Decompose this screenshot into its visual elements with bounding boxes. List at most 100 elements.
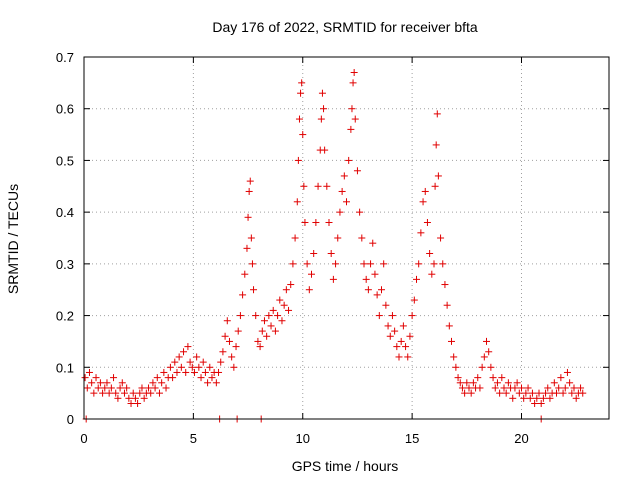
data-point <box>485 348 493 356</box>
data-point <box>195 363 203 371</box>
data-point <box>201 368 209 376</box>
y-tick-label: 0.7 <box>56 50 74 65</box>
data-point <box>443 301 451 309</box>
x-tick-label: 5 <box>190 431 197 446</box>
data-point <box>382 301 390 309</box>
data-point <box>308 270 315 278</box>
data-point <box>112 389 120 397</box>
data-point <box>300 182 308 190</box>
data-point <box>291 234 299 242</box>
data-point <box>160 368 168 376</box>
data-point <box>513 379 521 387</box>
data-point <box>299 131 307 139</box>
data-point <box>208 374 216 382</box>
data-point <box>423 218 431 226</box>
data-point <box>204 379 212 387</box>
data-point <box>426 250 434 258</box>
data-point <box>349 79 357 87</box>
data-point <box>234 327 242 335</box>
data-point <box>169 374 177 382</box>
data-point <box>197 374 205 382</box>
data-point <box>252 312 260 320</box>
data-point <box>350 69 358 77</box>
data-point <box>280 301 288 309</box>
data-point <box>559 389 567 397</box>
data-point <box>250 286 258 294</box>
y-tick-label: 0.2 <box>56 309 74 324</box>
data-point <box>190 368 198 376</box>
grid-lines <box>84 57 609 419</box>
data-point <box>305 286 313 294</box>
data-point <box>320 105 328 113</box>
data-point <box>317 115 325 123</box>
data-point <box>171 358 179 366</box>
data-point <box>563 368 571 376</box>
data-point <box>175 353 183 361</box>
data-point <box>402 343 410 351</box>
data-point <box>182 368 190 376</box>
data-point <box>276 296 284 304</box>
data-point <box>515 389 523 397</box>
data-point <box>230 363 238 371</box>
data-point <box>278 317 286 325</box>
data-point <box>568 389 576 397</box>
data-point <box>467 389 475 397</box>
data-point <box>134 399 142 407</box>
data-point <box>413 275 420 283</box>
data-point <box>334 234 342 242</box>
data-point <box>236 312 244 320</box>
data-point <box>408 312 416 320</box>
data-point <box>243 244 251 252</box>
data-point <box>489 374 497 382</box>
data-point <box>522 389 530 397</box>
data-point <box>404 353 412 361</box>
data-point <box>325 218 333 226</box>
data-point <box>114 394 122 402</box>
data-point <box>509 394 517 402</box>
data-point <box>340 172 348 180</box>
data-point <box>504 379 512 387</box>
data-point <box>285 306 293 314</box>
data-point <box>219 348 227 356</box>
data-point <box>450 353 458 361</box>
data-point <box>116 384 124 392</box>
data-point <box>351 115 359 123</box>
data-point <box>274 312 282 320</box>
data-point <box>388 312 396 320</box>
data-point <box>228 353 236 361</box>
data-point <box>99 389 107 397</box>
data-point <box>345 156 353 164</box>
data-point <box>572 394 580 402</box>
data-point <box>321 146 329 154</box>
data-point <box>518 384 525 392</box>
data-point <box>83 384 91 392</box>
data-point <box>555 384 563 392</box>
data-point <box>149 379 157 387</box>
data-point <box>258 327 266 335</box>
data-point <box>406 332 414 340</box>
data-point <box>458 384 466 392</box>
data-point <box>544 384 552 392</box>
data-point <box>246 177 254 185</box>
data-point <box>356 208 364 216</box>
x-tick-label: 10 <box>296 431 310 446</box>
data-point <box>502 389 510 397</box>
data-point <box>312 218 320 226</box>
data-point <box>528 389 536 397</box>
data-point <box>232 343 240 351</box>
data-point <box>371 270 379 278</box>
data-point <box>212 379 220 387</box>
data-point <box>241 270 249 278</box>
data-point <box>531 399 539 407</box>
data-point <box>244 213 252 221</box>
data-point <box>431 182 439 190</box>
data-point <box>433 110 441 118</box>
data-point <box>85 368 93 376</box>
data-point <box>553 389 560 397</box>
data-point <box>539 394 547 402</box>
data-point <box>474 374 482 382</box>
data-point <box>332 260 340 268</box>
data-point <box>520 394 528 402</box>
y-axis-label: SRMTID / TECUs <box>5 184 21 294</box>
